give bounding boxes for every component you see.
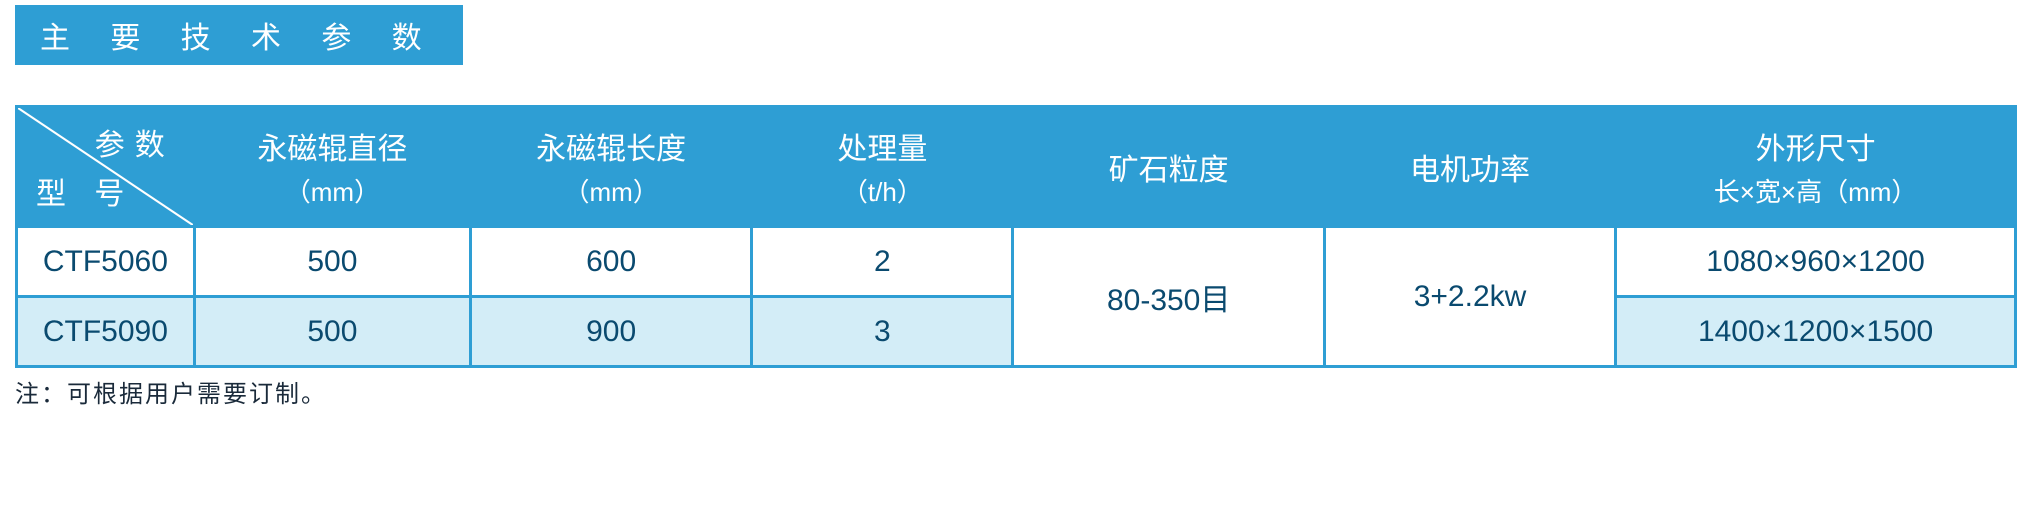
cell-granularity: 80-350目 — [1013, 227, 1324, 367]
col-header-6-main: 外形尺寸 — [1617, 124, 2014, 168]
cell-cap-0: 2 — [752, 227, 1013, 297]
col-header-4-main: 矿石粒度 — [1014, 145, 1322, 189]
cell-dia-1: 500 — [194, 297, 470, 367]
col-header-3-sub: （t/h） — [753, 172, 1011, 209]
col-header-1: 永磁辊直径 （mm） — [194, 107, 470, 227]
cell-cap-1: 3 — [752, 297, 1013, 367]
col-header-6: 外形尺寸 长×宽×高（mm） — [1616, 107, 2016, 227]
cell-power: 3+2.2kw — [1324, 227, 1615, 367]
section-title: 主 要 技 术 参 数 — [15, 5, 463, 65]
footnote: 注：可根据用户需要订制。 — [15, 374, 2017, 409]
cell-model-0: CTF5060 — [17, 227, 195, 297]
col-header-5-main: 电机功率 — [1326, 145, 1614, 189]
cell-dia-0: 500 — [194, 227, 470, 297]
cell-dim-1: 1400×1200×1500 — [1616, 297, 2016, 367]
cell-len-0: 600 — [471, 227, 752, 297]
col-header-4: 矿石粒度 — [1013, 107, 1324, 227]
diag-header: 参数 型 号 — [17, 107, 195, 227]
col-header-2: 永磁辊长度 （mm） — [471, 107, 752, 227]
col-header-1-main: 永磁辊直径 — [196, 124, 469, 168]
col-header-5: 电机功率 — [1324, 107, 1615, 227]
diag-bottom-label: 型 号 — [36, 169, 134, 213]
spec-table: 参数 型 号 永磁辊直径 （mm） 永磁辊长度 （mm） 处理量 （t/h） 矿… — [15, 105, 2017, 368]
cell-dim-0: 1080×960×1200 — [1616, 227, 2016, 297]
header-row: 参数 型 号 永磁辊直径 （mm） 永磁辊长度 （mm） 处理量 （t/h） 矿… — [17, 107, 2016, 227]
col-header-3-main: 处理量 — [753, 124, 1011, 168]
col-header-2-sub: （mm） — [472, 172, 750, 209]
cell-len-1: 900 — [471, 297, 752, 367]
col-header-6-sub: 长×宽×高（mm） — [1617, 172, 2014, 209]
diag-top-label: 参数 — [95, 120, 175, 164]
col-header-3: 处理量 （t/h） — [752, 107, 1013, 227]
cell-model-1: CTF5090 — [17, 297, 195, 367]
table-row: CTF5060 500 600 2 80-350目 3+2.2kw 1080×9… — [17, 227, 2016, 297]
col-header-1-sub: （mm） — [196, 172, 469, 209]
col-header-2-main: 永磁辊长度 — [472, 124, 750, 168]
